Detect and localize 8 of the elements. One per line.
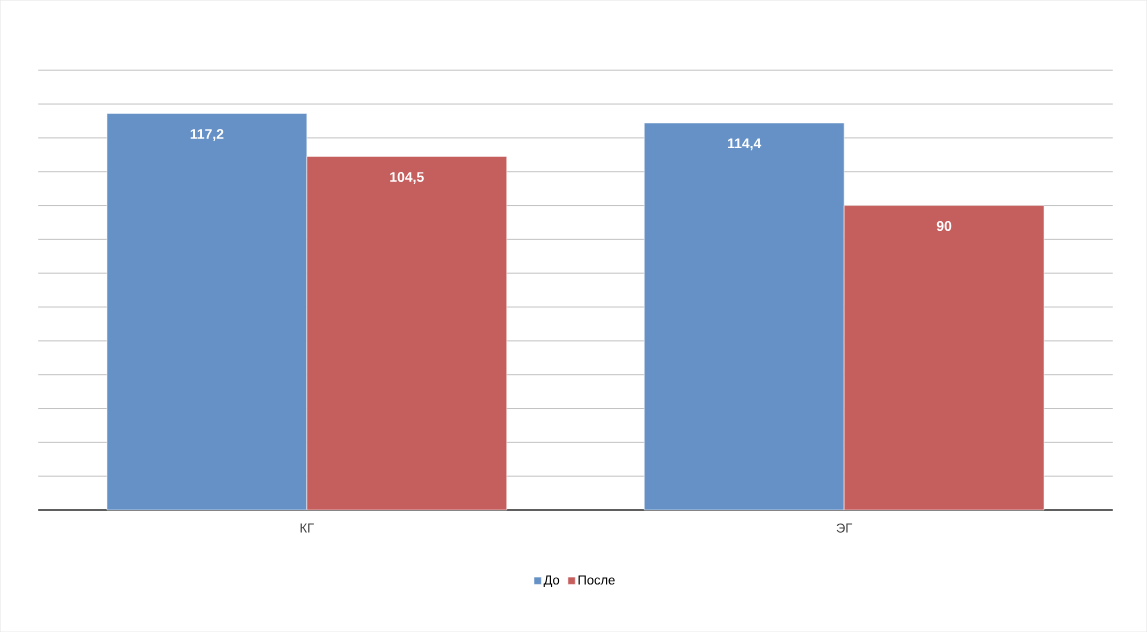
data-label: 90 [936,220,952,231]
x-tick-label: КГ [300,523,314,533]
data-label: 117,2 [190,128,224,141]
data-label: 104,5 [390,171,424,184]
legend-label: После [578,575,615,585]
legend-label: До [543,575,560,587]
data-label: 114,4 [728,138,762,151]
x-tick-label: ЭГ [836,523,853,533]
